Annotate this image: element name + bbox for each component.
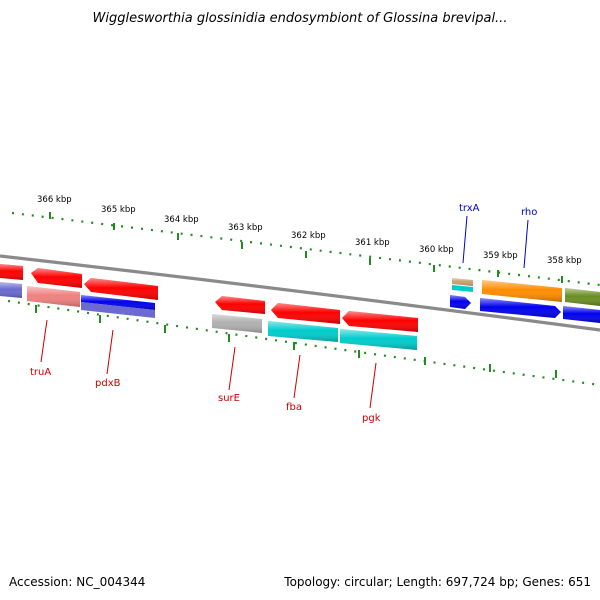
gene-fwd-olive-shade [565,288,600,306]
gene-rev-1-shade [0,282,22,298]
gene-labels-bottom: truA pdxB surE fba pgk [30,319,381,424]
gene-rev-blue-edge-shade [563,306,600,323]
gene-label-surE[interactable]: surE [218,393,240,404]
gene-fwd-orange-shade [482,280,562,302]
gene-rev-blue-shade [480,298,561,318]
gene-rev-3-shade [81,295,155,310]
genome-backbone [0,254,600,332]
scale-label-358: 358 kbp [547,256,582,266]
scale-label-364: 364 kbp [164,215,199,225]
gene-label-fba[interactable]: fba [286,402,302,413]
reverse-strand-genes [0,282,600,350]
accession-label: Accession: NC_004344 [9,575,145,589]
forward-strand-genes [0,264,600,332]
leader-truA [40,319,48,363]
gene-labels-top: trxA rho [459,203,537,269]
leader-pgk [369,362,377,409]
gene-label-trxA[interactable]: trxA [459,203,480,214]
leader-surE [228,346,236,391]
gene-fwd-cyan [452,285,473,292]
gene-fwd-2-shade [31,268,82,288]
leader-pdxB [106,329,114,375]
gene-fwd-4-shade [215,296,265,314]
gene-fwd-5-shade [271,303,340,324]
gene-rev-2-shade [27,286,80,307]
gene-rev-4-shade [212,314,262,333]
gene-rev-5-shade [268,321,338,342]
scale-label-362: 362 kbp [291,231,326,241]
gene-label-pdxB[interactable]: pdxB [95,378,121,389]
scale-label-360: 360 kbp [419,245,454,255]
scale-label-359: 359 kbp [483,251,518,261]
scale-labels: 366 kbp 365 kbp 364 kbp 363 kbp 362 kbp … [37,195,582,266]
gene-trxA-fwd-shade [452,278,473,286]
inner-scale-ticks [7,299,600,387]
gene-rev-blue-small-shade [450,295,471,309]
leader-trxA [462,215,468,264]
gene-label-truA[interactable]: truA [30,367,51,378]
gene-label-pgk[interactable]: pgk [362,413,381,424]
gene-fwd-1-shade [0,264,23,280]
scale-label-365: 365 kbp [101,205,136,215]
gene-fwd-3-shade [84,278,158,300]
gene-label-rho[interactable]: rho [521,207,537,218]
gene-rev-3b [81,302,155,318]
outer-scale-ticks [11,211,600,287]
scale-label-363: 363 kbp [228,223,263,233]
scale-label-361: 361 kbp [355,238,390,248]
gene-fwd-6-shade [342,311,418,332]
outer-scale-dots [11,211,600,287]
scale-label-366: 366 kbp [37,195,72,205]
leader-fba [293,354,301,399]
gene-rev-6-shade [340,329,417,350]
topology-summary: Topology: circular; Length: 697,724 bp; … [283,575,591,589]
map-title: Wigglesworthia glossinidia endosymbiont … [93,11,508,26]
leader-rho [523,219,529,269]
